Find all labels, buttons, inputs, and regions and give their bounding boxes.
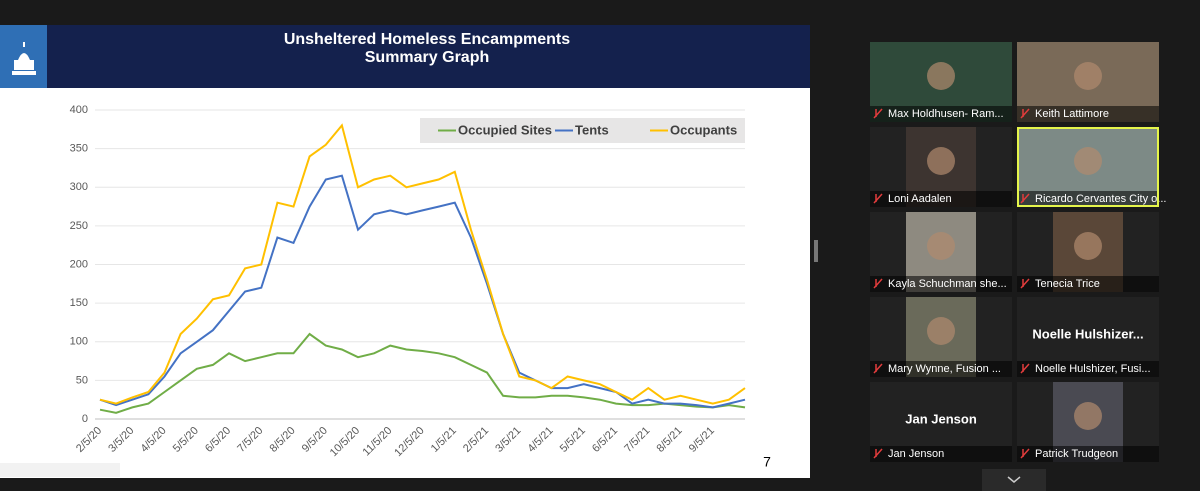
legend-label: Occupied Sites <box>458 122 552 137</box>
series-line <box>99 332 746 414</box>
y-tick-label: 150 <box>70 297 88 309</box>
participant-name: Keith Lattimore <box>1035 108 1109 120</box>
series-line <box>99 174 746 409</box>
name-bg <box>1017 361 1159 377</box>
center-name: Noelle Hulshizer... <box>1032 326 1143 341</box>
mute-icon <box>873 448 883 459</box>
name-bg <box>1017 106 1159 122</box>
participant-name: Mary Wynne, Fusion ... <box>888 363 1001 375</box>
chevron <box>1007 476 1021 483</box>
participant-name: Noelle Hulshizer, Fusi... <box>1035 363 1151 375</box>
participant-face <box>927 317 955 345</box>
legend-label: Tents <box>575 122 609 137</box>
logo-icon <box>12 42 36 75</box>
active-speaker <box>1017 127 1159 207</box>
slide-header <box>0 25 810 88</box>
shared-screen <box>0 25 810 478</box>
mute-icon <box>1020 278 1030 289</box>
participant-face <box>1074 62 1102 90</box>
y-tick-label: 200 <box>70 258 88 270</box>
mute-icon <box>873 193 883 204</box>
series-line <box>99 123 746 405</box>
participant-name: Max Holdhusen- Ram... <box>888 108 1004 120</box>
name-bg <box>1017 276 1159 292</box>
y-tick-label: 350 <box>70 143 88 155</box>
participant-face <box>1074 232 1102 260</box>
participant-name: Loni Aadalen <box>888 193 952 205</box>
splitter[interactable] <box>814 240 818 262</box>
mute-icon <box>1020 448 1030 459</box>
participant-face <box>927 232 955 260</box>
y-tick-label: 300 <box>70 181 88 193</box>
participant-name: Patrick Trudgeon <box>1035 448 1118 460</box>
participant-name: Tenecia Trice <box>1035 278 1100 290</box>
y-tick-label: 250 <box>70 220 88 232</box>
mute-icon <box>1020 193 1030 204</box>
y-tick-label: 400 <box>70 104 88 116</box>
legend-box <box>420 118 745 143</box>
mute-icon <box>873 108 883 119</box>
name-bg <box>870 106 1012 122</box>
participant-face <box>1074 147 1102 175</box>
participant-name: Kayla Schuchman she... <box>888 278 1007 290</box>
center-name: Jan Jenson <box>905 411 977 426</box>
chart-subtitle: Summary Graph <box>365 49 489 66</box>
mute-icon <box>1020 108 1030 119</box>
scroll-button[interactable] <box>982 469 1046 491</box>
mute-icon <box>1020 363 1030 374</box>
participant-name: Ricardo Cervantes City o... <box>1035 193 1166 205</box>
page-number: 7 <box>763 454 771 470</box>
y-tick-label: 0 <box>82 413 88 425</box>
name-bg <box>870 446 1012 462</box>
legend-label: Occupants <box>670 122 737 137</box>
participant-face <box>927 147 955 175</box>
mute-icon <box>873 278 883 289</box>
name-bg <box>1017 191 1159 207</box>
participant-face <box>1074 402 1102 430</box>
participant-name: Jan Jenson <box>888 448 944 460</box>
y-tick-label: 100 <box>70 336 88 348</box>
toolbar[interactable] <box>0 463 120 477</box>
name-bg <box>870 191 1012 207</box>
participant-face <box>927 62 955 90</box>
name-bg <box>870 276 1012 292</box>
y-tick-label: 50 <box>76 374 88 386</box>
mute-icon <box>873 363 883 374</box>
name-bg <box>1017 446 1159 462</box>
name-bg <box>870 361 1012 377</box>
chart-title: Unsheltered Homeless Encampments <box>284 31 570 48</box>
